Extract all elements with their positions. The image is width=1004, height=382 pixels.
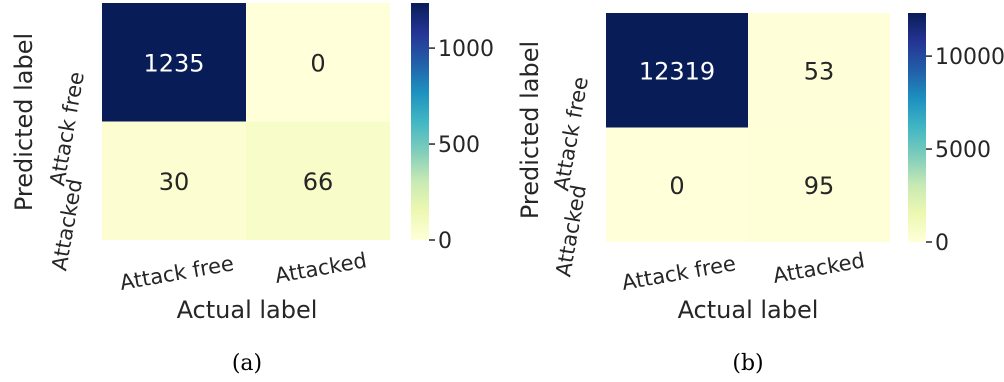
x-tick-label-attack-free-b: Attack free bbox=[620, 251, 738, 295]
panel-b: 12319 53 0 95 Attack free Attacked Attack f… bbox=[516, 13, 1004, 376]
cell-value-a-pred-attack-free-act-attack-free: 1235 bbox=[143, 49, 204, 77]
x-tick-label-attacked-b: Attacked bbox=[771, 248, 866, 288]
colorbar-tick-label-a-1000: 1000 bbox=[438, 37, 494, 62]
x-axis-label-b: Actual label bbox=[678, 296, 819, 324]
y-axis-label-a: Predicted label bbox=[10, 33, 38, 211]
y-tick-label-attack-free-a: Attack free bbox=[45, 70, 89, 188]
cell-value-b-pred-attacked-act-attack-free: 0 bbox=[669, 172, 684, 200]
colorbar-b bbox=[908, 13, 926, 242]
x-axis-label-a: Actual label bbox=[177, 296, 318, 324]
colorbar-tick-label-b-5000: 5000 bbox=[935, 138, 991, 163]
y-tick-label-attacked-b: Attacked bbox=[551, 183, 591, 278]
caption-a: (a) bbox=[232, 351, 262, 376]
x-tick-label-attack-free-a: Attack free bbox=[118, 251, 236, 295]
cell-a-pred-attack-free-act-attack-free bbox=[102, 3, 246, 122]
cell-b-pred-attack-free-act-attacked bbox=[748, 13, 890, 128]
x-tick-label-attacked-a: Attacked bbox=[273, 248, 368, 288]
cell-b-pred-attacked-act-attack-free bbox=[606, 127, 748, 242]
cell-value-a-pred-attack-free-act-attacked: 0 bbox=[310, 49, 325, 77]
y-axis-label-b: Predicted label bbox=[516, 41, 544, 219]
colorbar-a bbox=[411, 3, 429, 240]
cell-value-b-pred-attack-free-act-attacked: 53 bbox=[804, 57, 835, 85]
panel-a: 1235 0 30 66 Attack free Attacked Attack fr… bbox=[10, 3, 494, 376]
cell-value-a-pred-attacked-act-attacked: 66 bbox=[303, 168, 334, 196]
colorbar-tick-label-b-10000: 10000 bbox=[935, 45, 1004, 70]
y-tick-label-attack-free-b: Attack free bbox=[549, 75, 593, 193]
cell-b-pred-attacked-act-attacked bbox=[748, 127, 890, 242]
cell-value-b-pred-attack-free-act-attack-free: 12319 bbox=[639, 57, 715, 85]
cell-a-pred-attack-free-act-attacked bbox=[246, 3, 390, 122]
colorbar-tick-label-b-0: 0 bbox=[935, 231, 949, 256]
cell-a-pred-attacked-act-attack-free bbox=[102, 121, 246, 240]
y-tick-label-attacked-a: Attacked bbox=[47, 177, 87, 272]
cell-a-pred-attacked-act-attacked bbox=[246, 121, 390, 240]
cell-b-pred-attack-free-act-attack-free bbox=[606, 13, 748, 128]
colorbar-tick-label-a-0: 0 bbox=[438, 229, 452, 254]
caption-b: (b) bbox=[732, 351, 763, 376]
cell-value-b-pred-attacked-act-attacked: 95 bbox=[804, 172, 835, 200]
colorbar-tick-label-a-500: 500 bbox=[438, 133, 480, 158]
cell-value-a-pred-attacked-act-attack-free: 30 bbox=[159, 168, 190, 196]
